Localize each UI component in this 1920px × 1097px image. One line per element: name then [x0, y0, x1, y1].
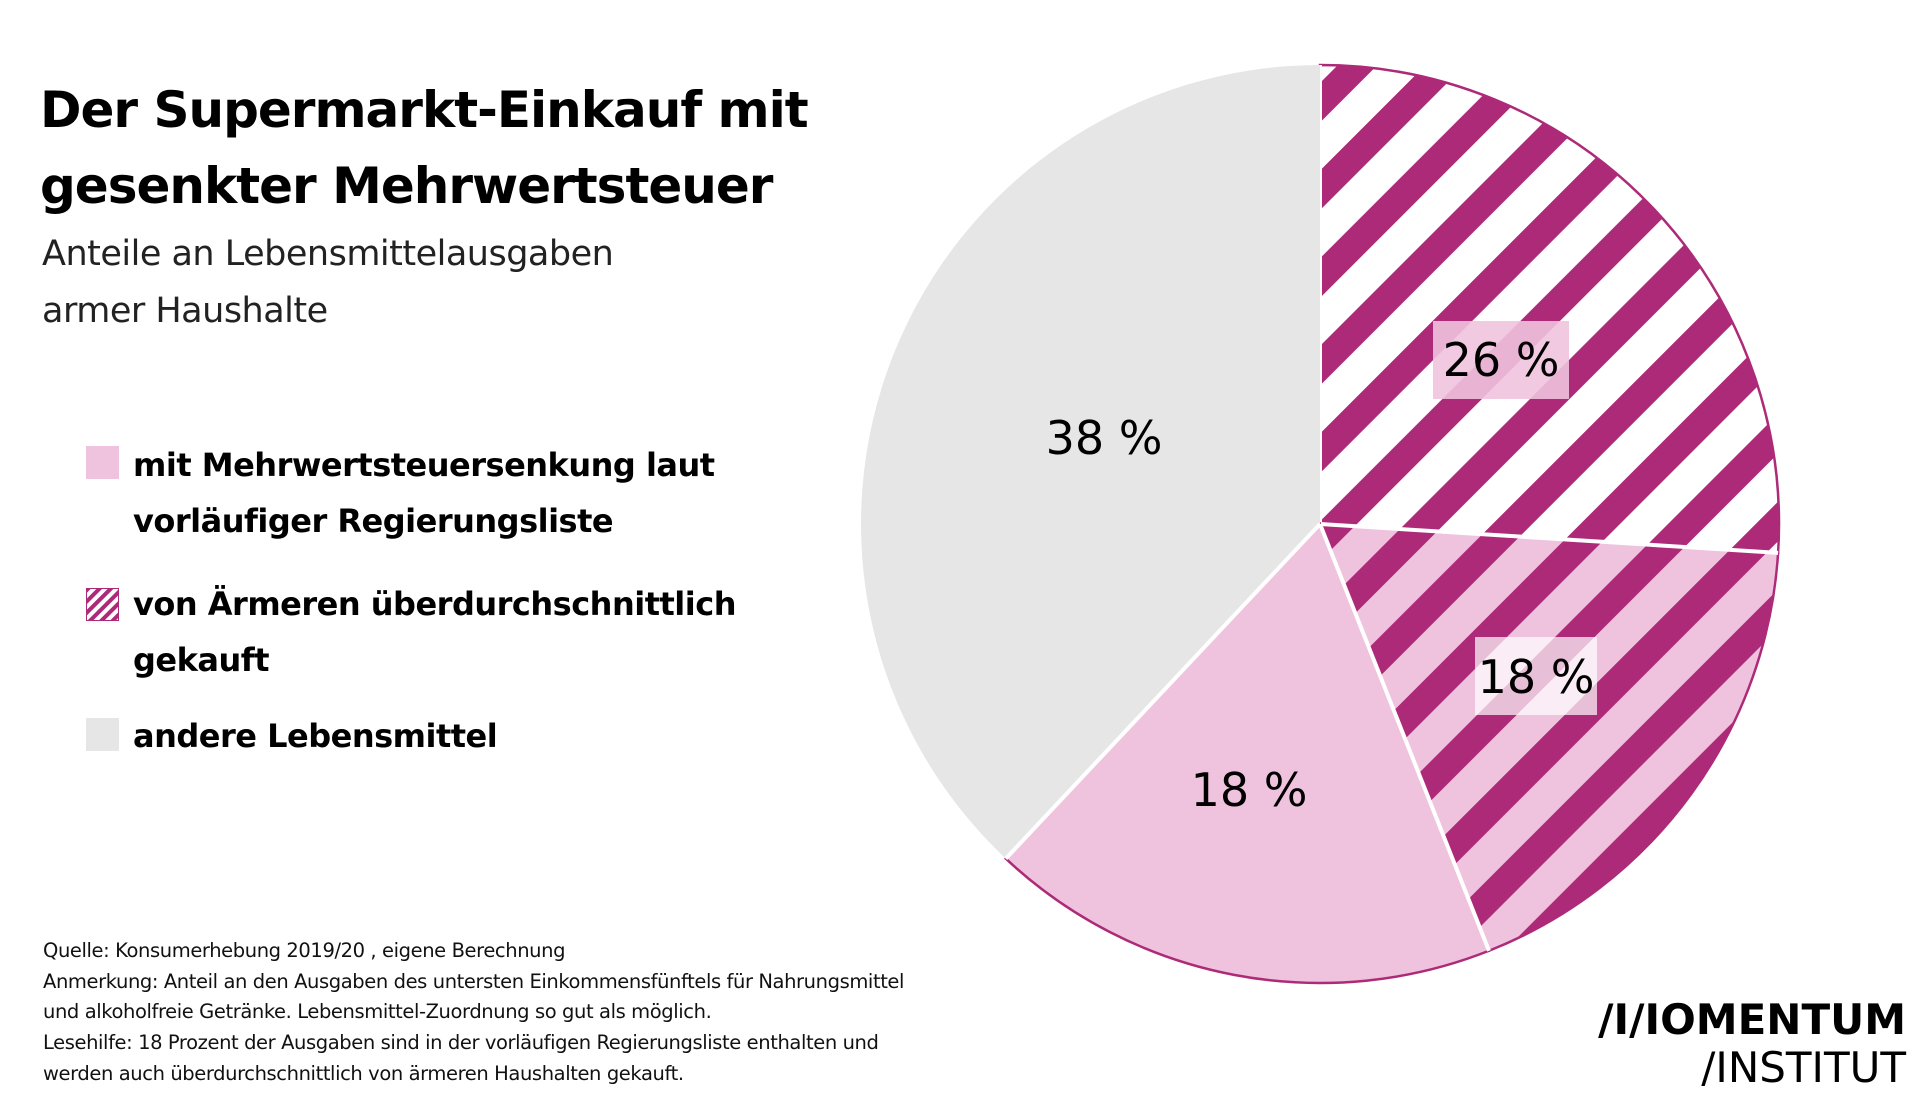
remark-note: Anmerkung: Anteil an den Ausgaben des un…	[43, 969, 905, 993]
reading-help-note: Lesehilfe: 18 Prozent der Ausgaben sind …	[43, 1031, 879, 1055]
legend-item-bought-by-poorer: von Ärmeren überdurchschnittlich gekauft	[133, 576, 736, 688]
subtitle-line-1: Anteile an Lebensmittelausgaben	[42, 234, 614, 274]
reading-help-note-cont: werden auch überdurchschnittlich von ärm…	[43, 1061, 684, 1085]
legend-label: gekauft	[133, 641, 269, 679]
legend-label: vorläufiger Regierungsliste	[133, 502, 614, 540]
legend-swatch-hatched	[86, 588, 119, 621]
legend-label: von Ärmeren überdurchschnittlich	[133, 585, 736, 623]
slice-separator	[1004, 522, 1322, 860]
legend-item-vat-cut: mit Mehrwertsteuersenkung laut vorläufig…	[133, 437, 715, 549]
slice-separator	[1319, 522, 1779, 555]
remark-note-cont: und alkoholfreie Getränke. Lebensmittel-…	[43, 1000, 712, 1024]
subtitle-line-2: armer Haushalte	[42, 291, 328, 331]
title-line-1: Der Supermarkt-Einkauf mit	[40, 81, 809, 139]
source-note: Quelle: Konsumerhebung 2019/20 , eigene …	[43, 939, 566, 962]
legend-item-other-food: andere Lebensmittel	[133, 708, 498, 764]
label-bg-18-hatched	[1475, 637, 1597, 715]
chart-subtitle: Anteile an Lebensmittelausgaben armer Ha…	[42, 226, 614, 340]
legend-swatch-pink	[86, 446, 119, 479]
slice-label-18-hatched: 18 %	[1478, 650, 1595, 704]
title-line-2: gesenkter Mehrwertsteuer	[40, 157, 773, 215]
logo-line-1: /I/IOMENTUM	[1598, 995, 1906, 1044]
chart-title: Der Supermarkt-Einkauf mit gesenkter Meh…	[40, 72, 809, 224]
momentum-institut-logo: /I/IOMENTUM /INSTITUT	[1598, 996, 1906, 1092]
legend-swatch-gray	[86, 718, 119, 751]
slice-separator	[1318, 523, 1491, 952]
pie-slice-hatched-white-0	[1318, 63, 1781, 555]
label-bg-26	[1433, 321, 1569, 399]
legend-label: mit Mehrwertsteuersenkung laut	[133, 446, 715, 484]
pie-slice-solid-gray-3	[860, 65, 1320, 859]
slice-label-26: 26 %	[1443, 333, 1560, 387]
pie-slice-hatched-pink-1	[1318, 522, 1780, 953]
pie-slice-solid-pink-2	[1004, 521, 1491, 985]
legend-label: andere Lebensmittel	[133, 717, 498, 755]
slice-label-38: 38 %	[1046, 411, 1163, 465]
logo-line-2: /INSTITUT	[1701, 1043, 1906, 1092]
footnote: Quelle: Konsumerhebung 2019/20 , eigene …	[43, 936, 904, 1090]
slice-label-18-solid: 18 %	[1191, 763, 1308, 817]
